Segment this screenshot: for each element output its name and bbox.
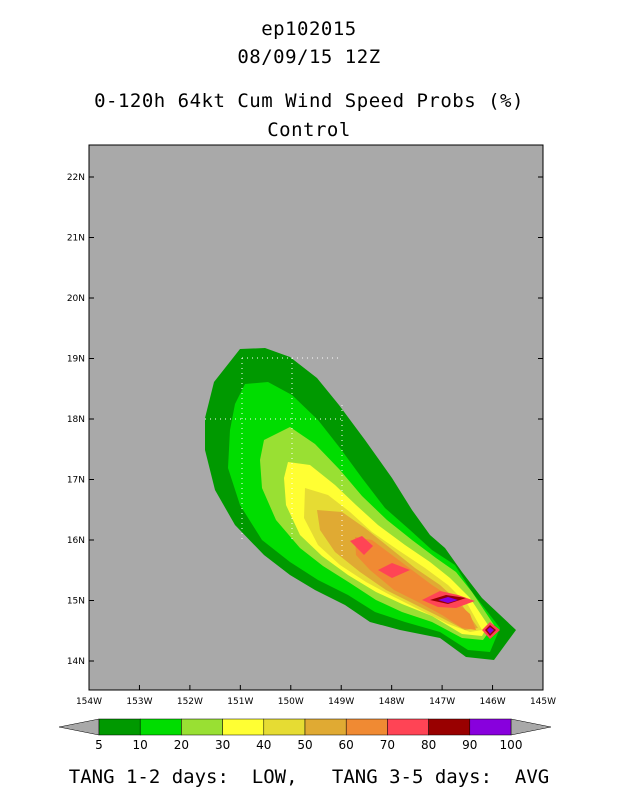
contour-70-a [350,536,373,555]
x-tick-label: 153W [126,697,152,707]
y-tick-label: 15N [67,597,85,607]
colorbar-level-label: 90 [462,738,477,752]
colorbar: 5 10 20 30 40 50 60 70 80 90 100 [58,718,552,752]
colorbar-high-arrow [510,718,552,736]
y-tick-label: 16N [67,536,85,546]
y-tick-label: 18N [67,415,85,425]
colorbar-level-label: 5 [95,738,103,752]
colorbar-level-label: 30 [215,738,230,752]
datetime-title: 08/09/15 12Z [237,46,381,68]
colorbar-swatch [98,718,141,736]
x-tick-label: 145W [530,697,556,707]
colorbar-swatch [222,718,265,736]
colorbar-level-label: 40 [256,738,271,752]
x-tick-label: 149W [328,697,354,707]
colorbar-low-arrow [58,718,100,736]
grid-lines [205,357,343,560]
colorbar-level-label: 60 [339,738,354,752]
colorbar-swatch [181,718,223,736]
colorbar-level-label: 70 [380,738,395,752]
colorbar-swatch [469,718,512,736]
colorbar-swatch [139,718,182,736]
colorbar-swatch [263,718,306,736]
x-tick-label: 152W [177,697,203,707]
colorbar-swatch [304,718,347,736]
x-tick-label: 148W [379,697,405,707]
run-title: Control [267,119,351,141]
x-tick-label: 147W [429,697,455,707]
y-tick-label: 17N [67,476,85,486]
colorbar-level-label: 10 [133,738,148,752]
colorbar-swatch [428,718,471,736]
product-title: 0-120h 64kt Cum Wind Speed Probs (%) [94,90,524,112]
y-tick-label: 14N [67,657,85,667]
y-tick-label: 22N [67,173,85,183]
colorbar-level-label: 20 [174,738,189,752]
y-tick-label: 21N [67,234,85,244]
colorbar-level-label: 100 [500,738,523,752]
axis-ticks [88,176,544,690]
contour-90-a [438,597,458,603]
y-tick-label: 20N [67,294,85,304]
map-frame [88,144,544,691]
colorbar-level-label: 50 [297,738,312,752]
y-tick-label: 19N [67,355,85,365]
colorbar-swatch [387,718,429,736]
axis-labels: 154W 153W 152W 151W 150W 149W 148W 147W 146W 145W… [67,173,556,707]
contour-70-b [378,563,410,578]
x-tick-label: 146W [480,697,506,707]
x-tick-label: 154W [76,697,102,707]
tang-footer: TANG 1-2 days: LOW, TANG 3-5 days: AVG [68,766,550,788]
contour-90-b [487,627,494,634]
x-tick-label: 151W [227,697,253,707]
colorbar-swatch [345,718,388,736]
probability-contours [205,348,516,660]
colorbar-level-label: 80 [421,738,436,752]
storm-id-title: ep102015 [261,18,357,40]
x-tick-label: 150W [278,697,304,707]
